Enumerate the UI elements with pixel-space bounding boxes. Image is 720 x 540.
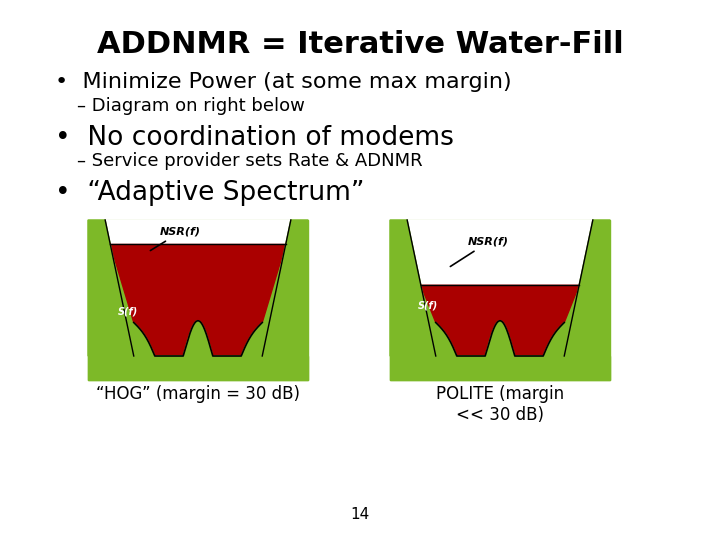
Polygon shape — [436, 321, 564, 356]
Text: 14: 14 — [351, 507, 369, 522]
Text: S(f): S(f) — [118, 307, 138, 317]
Polygon shape — [564, 220, 610, 356]
Polygon shape — [262, 220, 308, 356]
Text: – Diagram on right below: – Diagram on right below — [77, 97, 305, 115]
Polygon shape — [105, 220, 291, 245]
Polygon shape — [390, 356, 610, 380]
Polygon shape — [88, 220, 308, 380]
Polygon shape — [134, 321, 262, 356]
Text: NSR(f): NSR(f) — [150, 227, 201, 251]
Polygon shape — [88, 356, 308, 380]
Polygon shape — [88, 220, 134, 356]
Polygon shape — [110, 245, 286, 356]
Text: •  “Adaptive Spectrum”: • “Adaptive Spectrum” — [55, 180, 364, 206]
Text: S(f): S(f) — [418, 300, 438, 310]
Polygon shape — [390, 220, 436, 356]
Polygon shape — [421, 285, 579, 356]
Text: ADDNMR = Iterative Water-Fill: ADDNMR = Iterative Water-Fill — [96, 30, 624, 59]
Text: – Service provider sets Rate & ADNMR: – Service provider sets Rate & ADNMR — [77, 152, 423, 170]
Text: •  No coordination of modems: • No coordination of modems — [55, 125, 454, 151]
Text: “HOG” (margin = 30 dB): “HOG” (margin = 30 dB) — [96, 385, 300, 403]
Text: POLITE (margin
<< 30 dB): POLITE (margin << 30 dB) — [436, 385, 564, 424]
Text: NSR(f): NSR(f) — [450, 237, 509, 267]
Text: •  Minimize Power (at some max margin): • Minimize Power (at some max margin) — [55, 72, 512, 92]
Polygon shape — [408, 220, 593, 285]
Polygon shape — [390, 220, 610, 380]
